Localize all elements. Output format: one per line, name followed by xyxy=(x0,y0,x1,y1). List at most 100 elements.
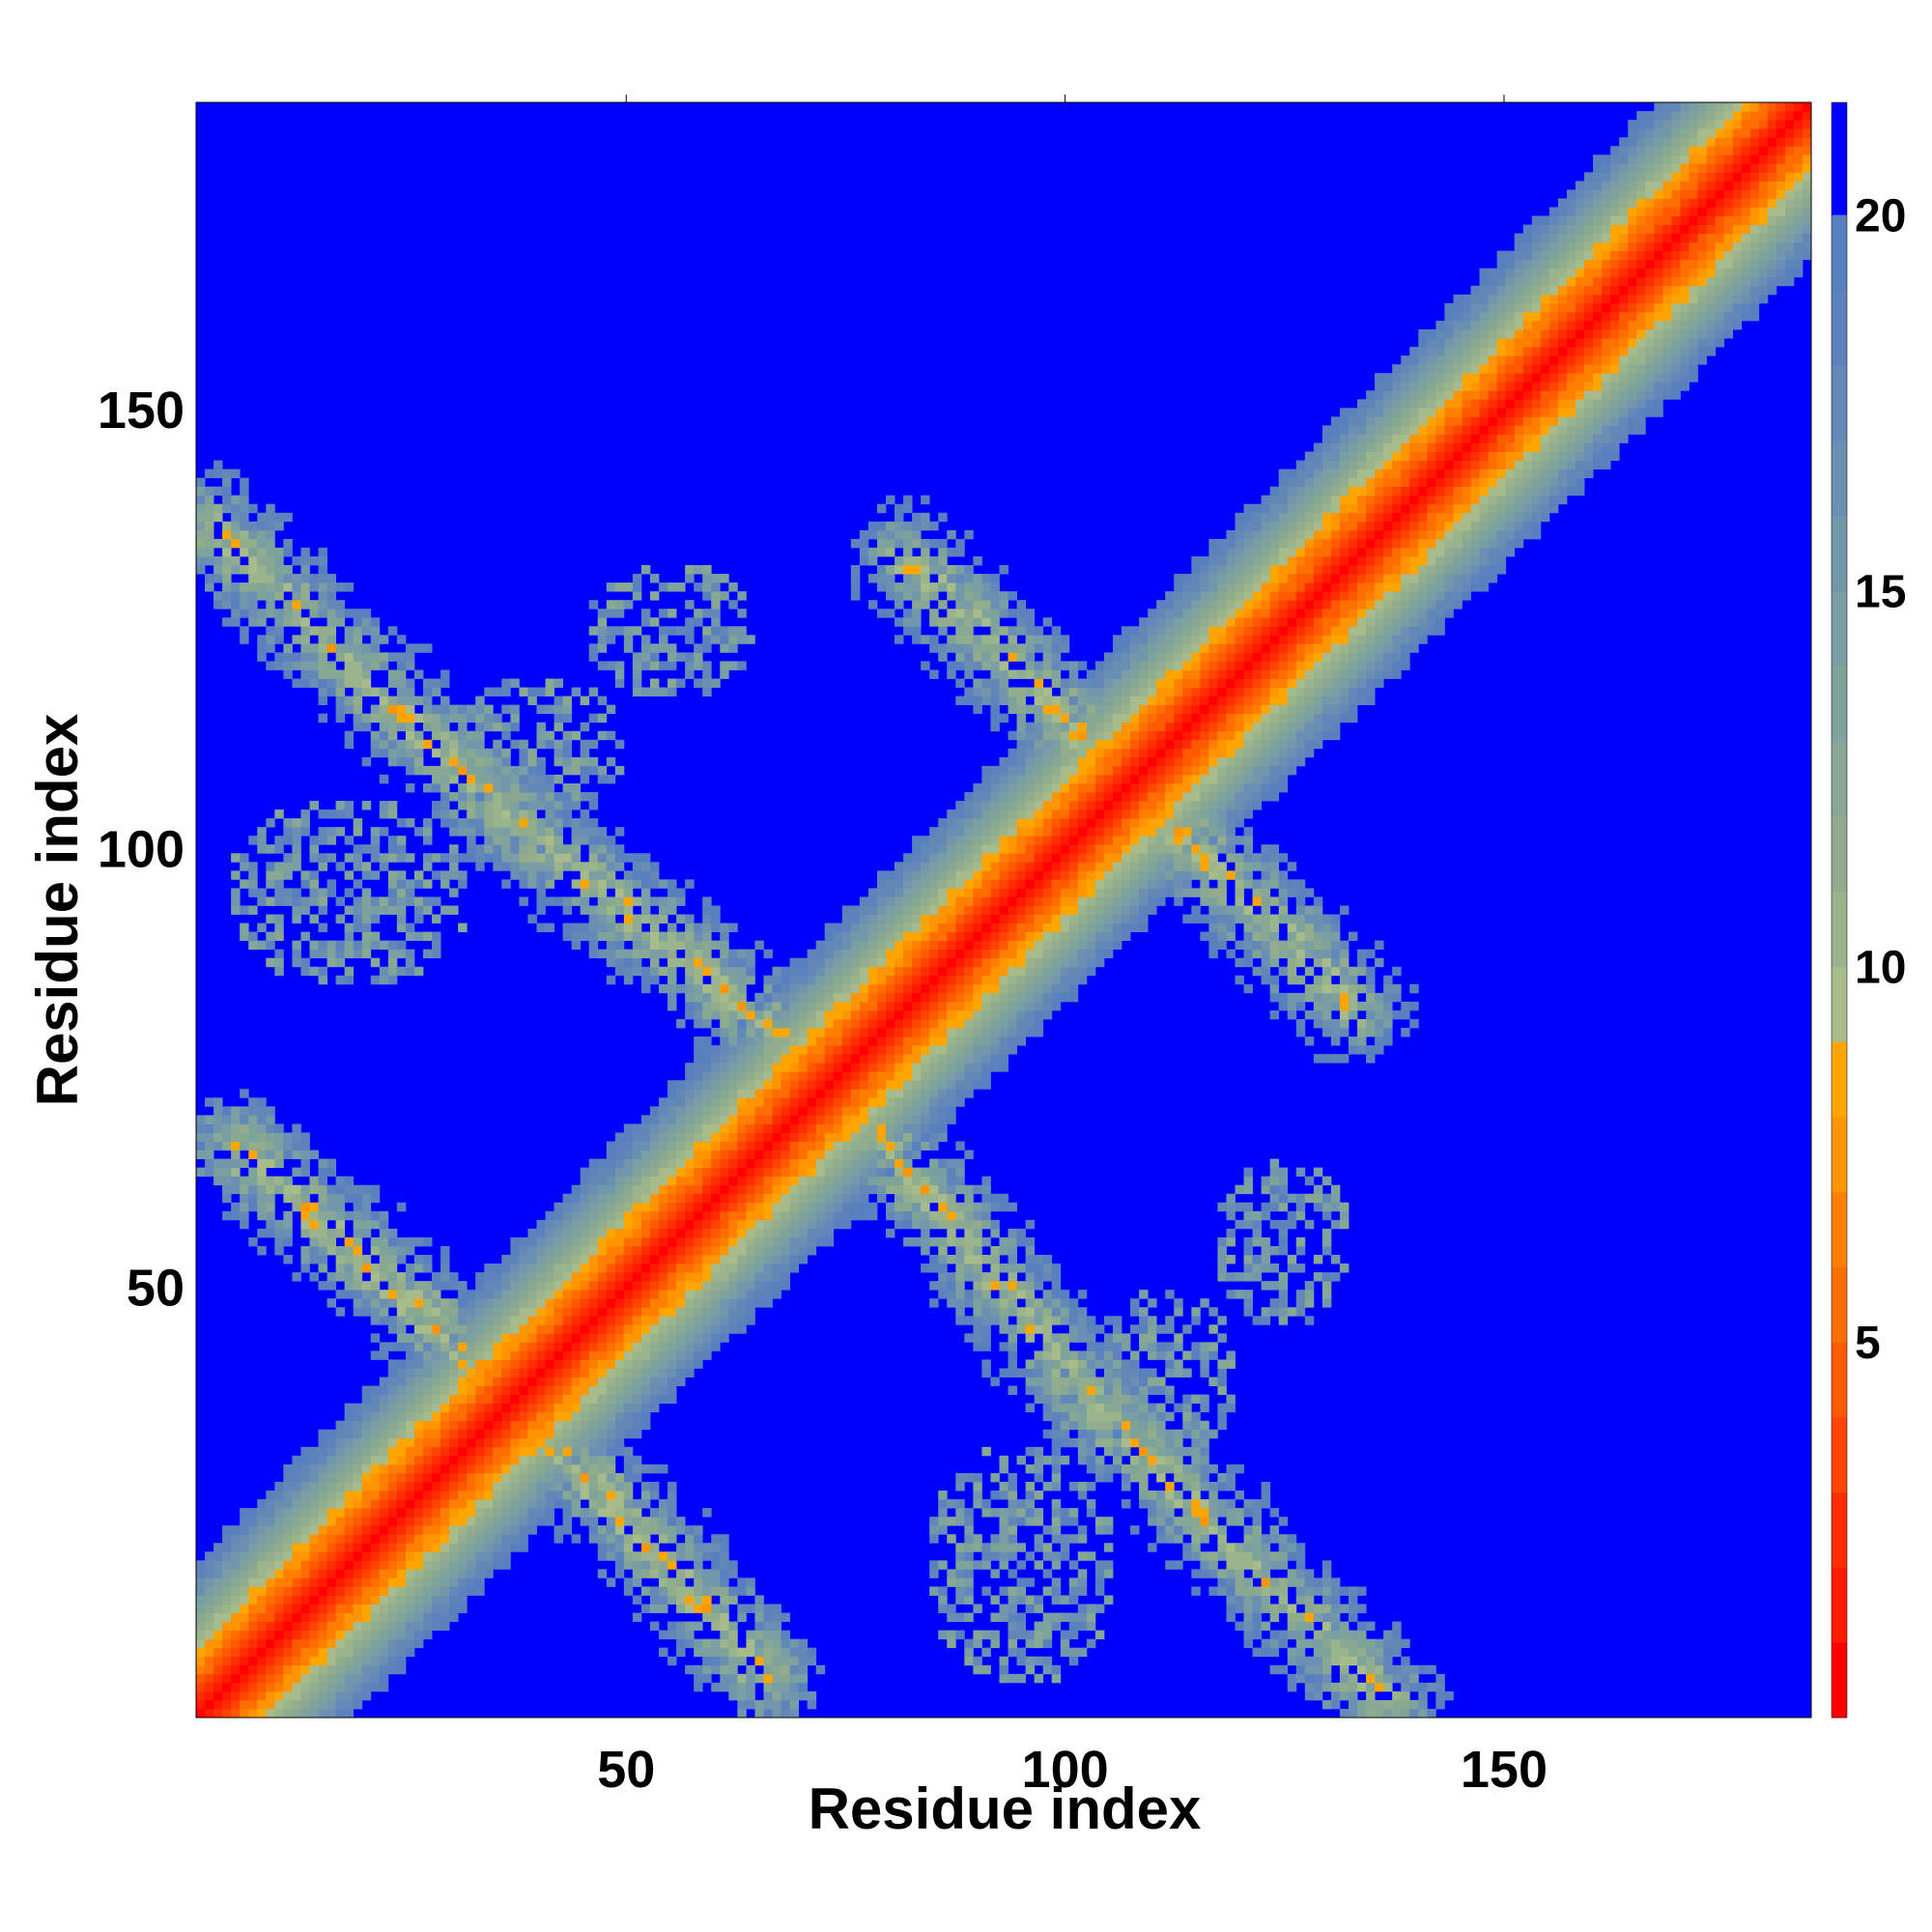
heatmap-cell xyxy=(737,1210,747,1221)
heatmap-cell xyxy=(536,1491,546,1500)
heatmap-cell xyxy=(222,1569,232,1578)
heatmap-cell xyxy=(422,1621,433,1632)
heatmap-cell xyxy=(283,1604,293,1613)
heatmap-cell xyxy=(353,652,363,662)
heatmap-cell xyxy=(501,1281,511,1291)
heatmap-cell xyxy=(885,1228,895,1238)
heatmap-cell xyxy=(614,582,625,592)
heatmap-cell xyxy=(396,818,407,828)
heatmap-cell xyxy=(292,1491,301,1500)
heatmap-cell xyxy=(292,1534,301,1544)
heatmap-cell xyxy=(379,827,389,837)
heatmap-cell xyxy=(527,1394,537,1405)
heatmap-cell xyxy=(623,1455,634,1465)
heatmap-cell xyxy=(327,1551,337,1561)
heatmap-cell xyxy=(370,1429,381,1439)
heatmap-cell xyxy=(353,1560,363,1570)
heatmap-cell xyxy=(405,1307,415,1317)
heatmap-cell xyxy=(387,1254,398,1264)
heatmap-cell xyxy=(432,774,441,784)
heatmap-cell xyxy=(458,1604,468,1613)
heatmap-cell xyxy=(248,574,258,583)
heatmap-cell xyxy=(283,1664,293,1675)
heatmap-cell xyxy=(580,905,590,915)
heatmap-cell xyxy=(588,940,599,951)
heatmap-cell xyxy=(205,1708,214,1719)
heatmap-cell xyxy=(921,661,930,670)
heatmap-cell xyxy=(711,1141,721,1151)
heatmap-cell xyxy=(720,591,729,601)
heatmap-cell xyxy=(536,1385,546,1395)
heatmap-cell xyxy=(292,591,301,601)
heatmap-cell xyxy=(274,888,284,897)
heatmap-cell xyxy=(929,1054,939,1064)
heatmap-cell xyxy=(467,1429,476,1439)
heatmap-cell xyxy=(318,888,327,897)
heatmap-cell xyxy=(921,635,930,644)
heatmap-cell xyxy=(309,1150,319,1159)
heatmap-cell xyxy=(876,975,887,985)
heatmap-cell xyxy=(467,1586,476,1596)
heatmap-cell xyxy=(702,1673,712,1684)
heatmap-cell xyxy=(885,879,895,889)
heatmap-cell xyxy=(344,870,355,880)
heatmap-cell xyxy=(213,1638,223,1649)
heatmap-cell xyxy=(876,574,887,583)
heatmap-cell xyxy=(292,1612,301,1622)
heatmap-cell xyxy=(737,1080,747,1090)
heatmap-cell xyxy=(432,1342,441,1351)
heatmap-cell xyxy=(929,1525,939,1535)
heatmap-cell xyxy=(614,844,625,854)
heatmap-cell xyxy=(597,879,608,889)
heatmap-cell xyxy=(711,609,721,618)
heatmap-cell xyxy=(772,966,781,977)
heatmap-cell xyxy=(501,678,511,688)
heatmap-cell xyxy=(676,1638,686,1649)
heatmap-cell xyxy=(300,1499,310,1509)
heatmap-cell xyxy=(807,949,817,959)
heatmap-cell xyxy=(623,1298,634,1308)
heatmap-cell xyxy=(396,1621,407,1632)
heatmap-cell xyxy=(737,1307,747,1317)
heatmap-cell xyxy=(895,1089,904,1098)
heatmap-cell xyxy=(640,1420,651,1431)
heatmap-cell xyxy=(640,1264,651,1273)
heatmap-cell xyxy=(711,1264,721,1273)
heatmap-cell xyxy=(562,1359,573,1369)
heatmap-cell xyxy=(562,1429,573,1439)
heatmap-cell xyxy=(240,1089,249,1098)
heatmap-cell xyxy=(798,1123,809,1133)
heatmap-cell xyxy=(413,1446,424,1457)
heatmap-cell xyxy=(248,1612,258,1622)
heatmap-cell xyxy=(458,1394,468,1405)
heatmap-cell xyxy=(554,1420,563,1431)
heatmap-cell xyxy=(493,1394,502,1405)
heatmap-cell xyxy=(702,1551,712,1561)
heatmap-cell xyxy=(815,1184,826,1195)
heatmap-cell xyxy=(588,791,599,802)
heatmap-cell xyxy=(702,1350,712,1360)
heatmap-cell xyxy=(685,1219,695,1230)
heatmap-cell xyxy=(702,582,712,592)
heatmap-cell xyxy=(257,574,267,583)
heatmap-cell xyxy=(606,1281,616,1291)
heatmap-cell xyxy=(885,547,895,557)
heatmap-cell xyxy=(527,1290,537,1299)
heatmap-cell xyxy=(274,1150,284,1159)
heatmap-cell xyxy=(379,713,389,724)
heatmap-cell xyxy=(458,1403,468,1413)
heatmap-cell xyxy=(318,555,327,566)
heatmap-cell xyxy=(789,1708,800,1719)
heatmap-cell xyxy=(597,1368,608,1378)
heatmap-cell xyxy=(283,1534,293,1544)
heatmap-cell xyxy=(895,870,904,880)
heatmap-cell xyxy=(545,1228,554,1238)
heatmap-cell xyxy=(432,678,441,688)
heatmap-cell xyxy=(668,1193,677,1204)
heatmap-cell xyxy=(859,1089,869,1098)
heatmap-cell xyxy=(781,1028,790,1037)
heatmap-cell xyxy=(676,1254,686,1264)
heatmap-cell xyxy=(475,1560,485,1570)
heatmap-cell xyxy=(396,836,407,845)
heatmap-cell xyxy=(475,713,485,724)
